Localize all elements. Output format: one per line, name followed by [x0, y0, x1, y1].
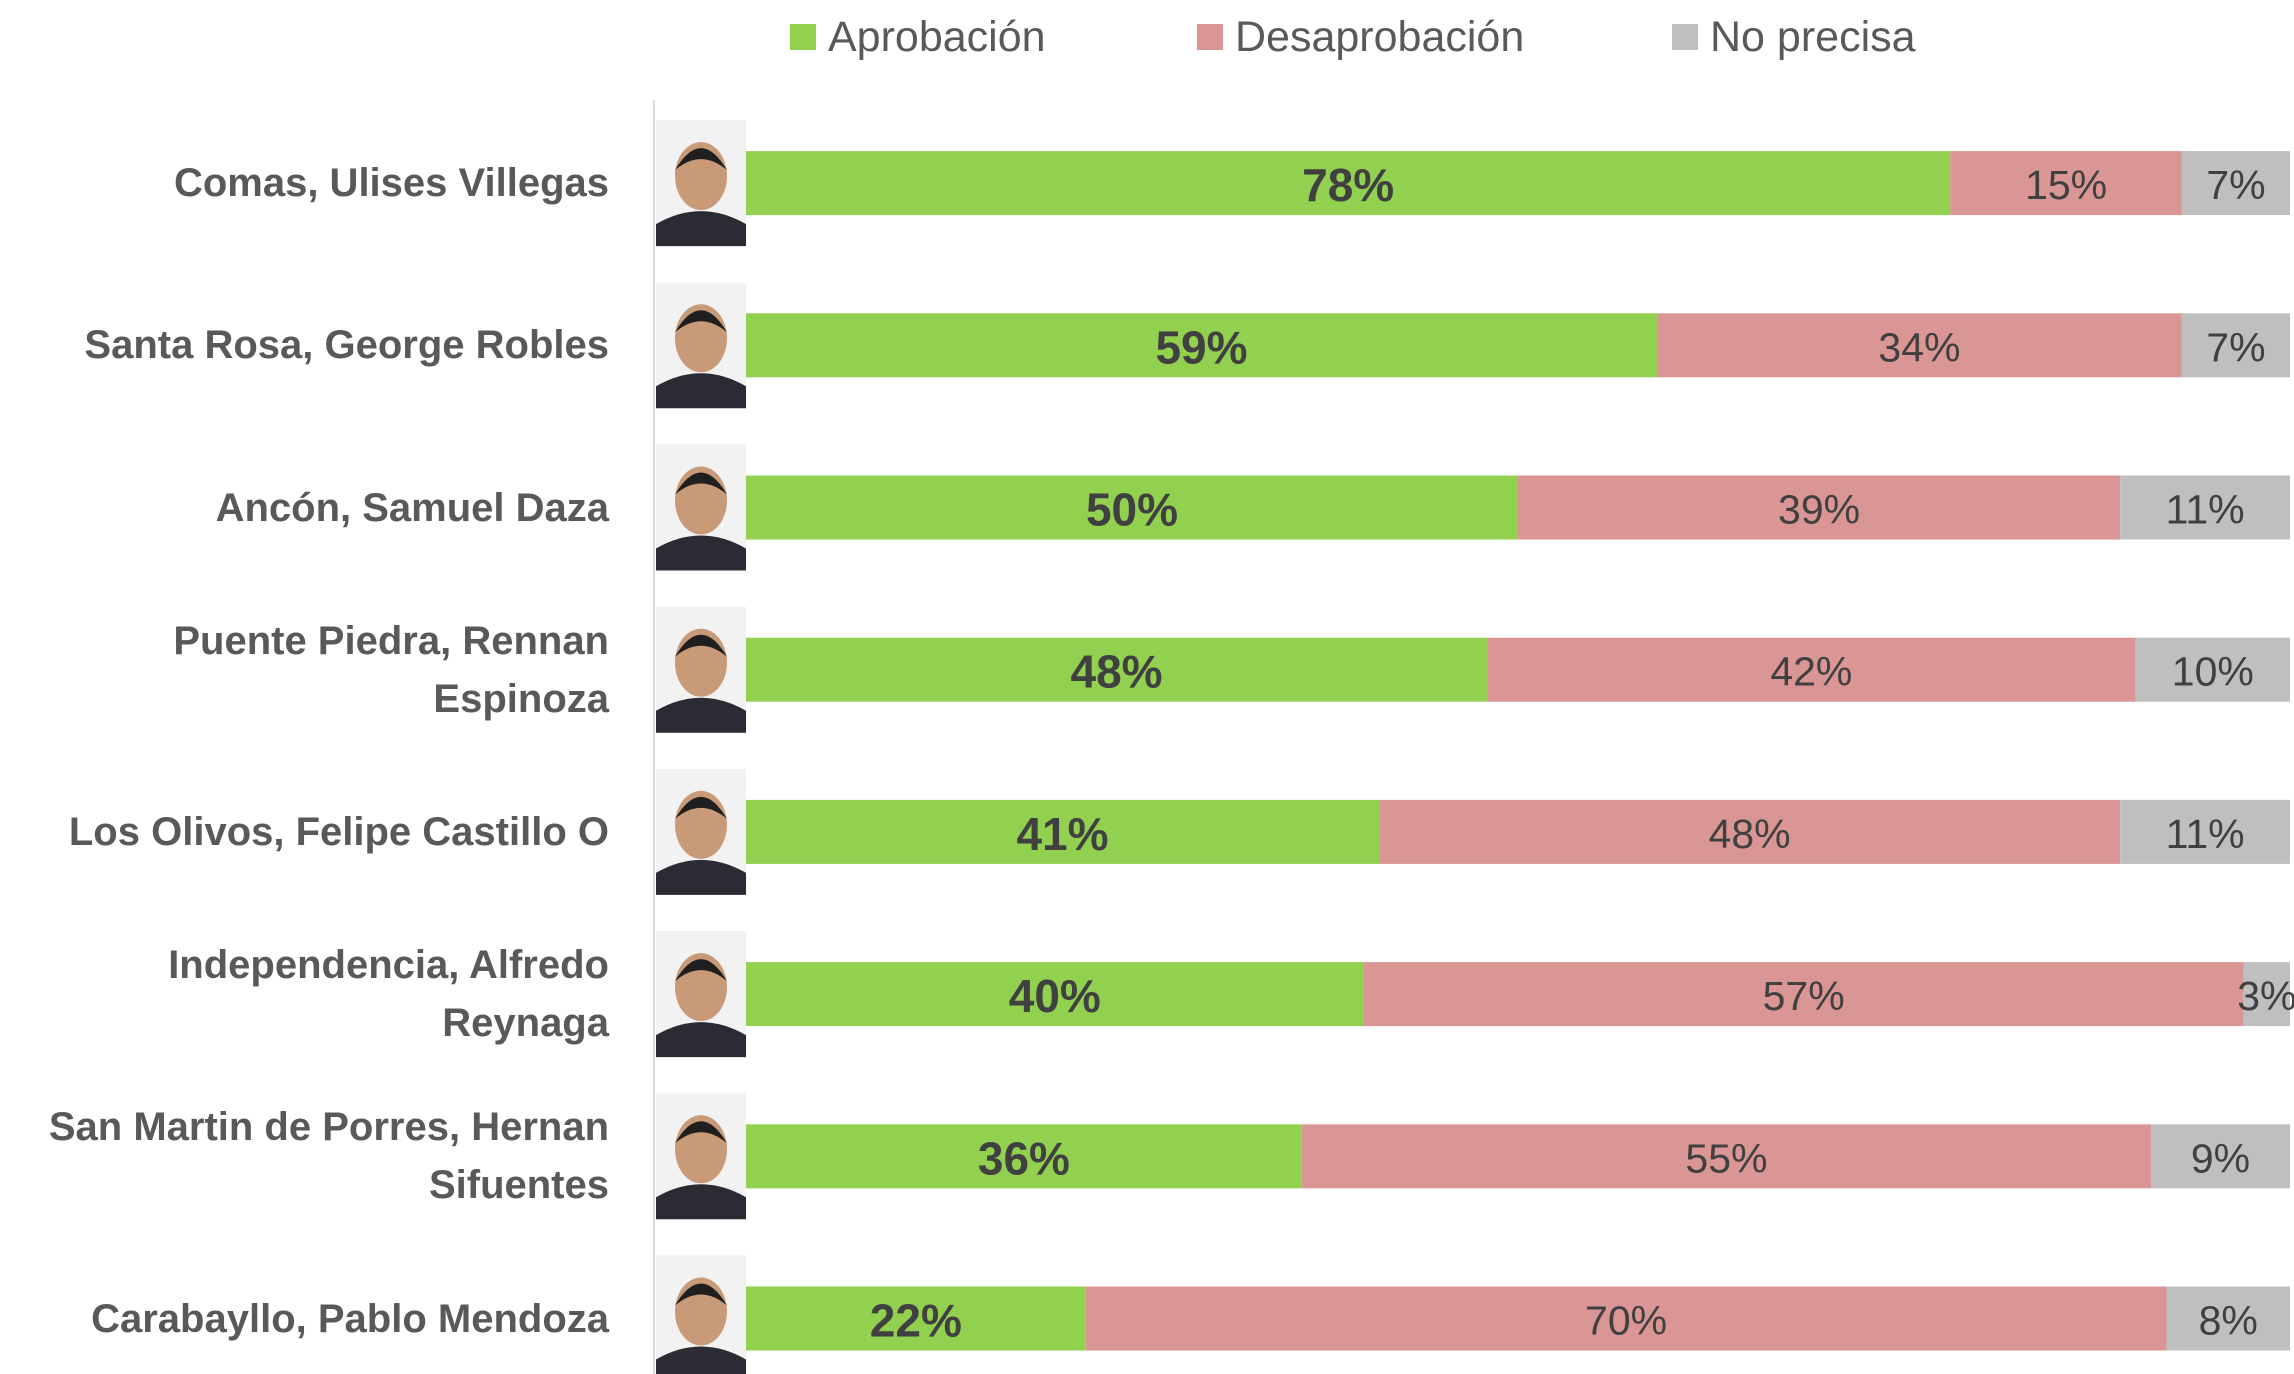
value-label: 3%	[2237, 973, 2294, 1019]
category-label: San Martin de Porres, Hernan Sifuentes	[9, 1098, 609, 1214]
category-label: Ancón, Samuel Daza	[9, 479, 609, 537]
value-label: 36%	[978, 1132, 1070, 1184]
legend-swatch	[1672, 24, 1698, 50]
legend-swatch	[790, 24, 816, 50]
value-label: 11%	[2166, 811, 2245, 857]
value-label: 55%	[1685, 1135, 1767, 1181]
value-label: 48%	[1709, 811, 1791, 857]
legend-label: Desaprobación	[1235, 13, 1524, 61]
category-label: Independencia, Alfredo Reynaga	[9, 936, 609, 1052]
legend-label: No precisa	[1710, 13, 1916, 61]
legend-swatch	[1197, 24, 1223, 50]
category-label: Puente Piedra, Rennan Espinoza	[9, 612, 609, 728]
category-label: Santa Rosa, George Robles	[9, 316, 609, 374]
category-label: Comas, Ulises Villegas	[9, 154, 609, 212]
legend-label: Aprobación	[828, 13, 1046, 61]
value-label: 22%	[870, 1295, 962, 1347]
value-label: 7%	[2206, 324, 2265, 370]
value-label: 42%	[1770, 649, 1852, 695]
value-label: 70%	[1585, 1298, 1667, 1344]
value-label: 11%	[2166, 487, 2245, 533]
value-label: 7%	[2206, 162, 2265, 208]
value-label: 8%	[2199, 1298, 2258, 1344]
value-label: 39%	[1778, 487, 1860, 533]
value-label: 34%	[1878, 324, 1960, 370]
value-label: 41%	[1016, 808, 1108, 860]
value-label: 48%	[1071, 646, 1163, 698]
value-label: 78%	[1302, 159, 1394, 211]
category-label: Los Olivos, Felipe Castillo O	[9, 803, 609, 861]
value-label: 57%	[1763, 973, 1845, 1019]
value-label: 9%	[2191, 1135, 2250, 1181]
value-label: 40%	[1009, 970, 1101, 1022]
value-label: 15%	[2025, 162, 2107, 208]
chart: Aprobación Desaprobación No precisa 78% 15% 7…	[0, 0, 2294, 1374]
value-label: 10%	[2172, 649, 2254, 695]
value-label: 59%	[1155, 321, 1247, 373]
category-label: Carabayllo, Pablo Mendoza	[9, 1290, 609, 1348]
value-label: 50%	[1086, 484, 1178, 536]
